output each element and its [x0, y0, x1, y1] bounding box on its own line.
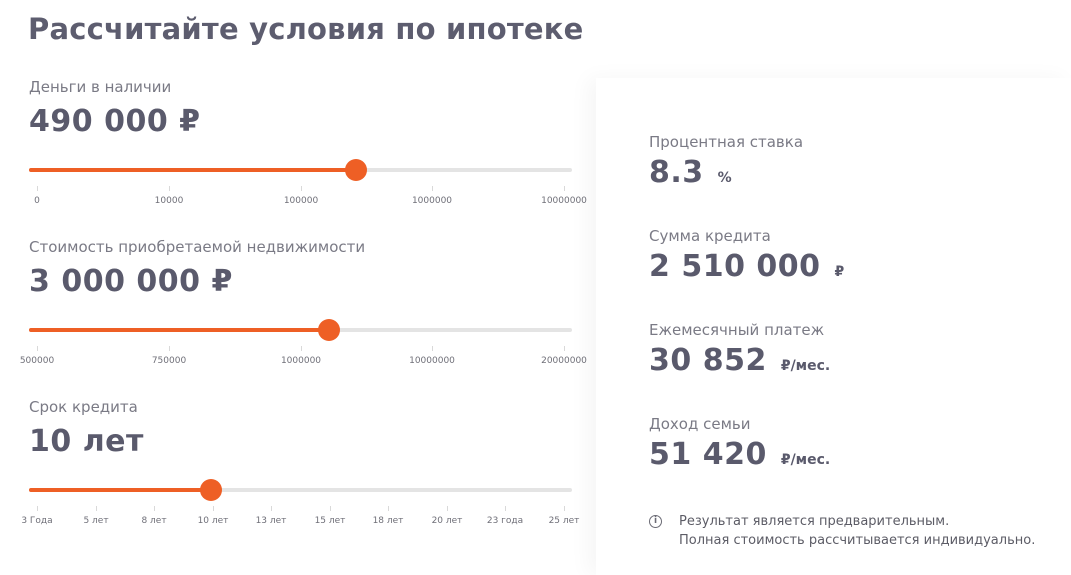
tick-label: 15 лет: [314, 516, 346, 526]
income-unit: ₽/мес.: [780, 452, 831, 468]
tick-mark: [301, 186, 302, 191]
payment-label: Ежемесячный платеж: [649, 321, 825, 339]
property-label: Стоимость приобретаемой недвижимости: [29, 238, 366, 256]
tick-mark: [37, 186, 38, 191]
slider-thumb[interactable]: [345, 159, 367, 181]
disclaimer-line-1: Результат является предварительным.: [679, 514, 950, 529]
info-icon: i: [649, 515, 662, 528]
loan-value: 2 510 000: [649, 249, 821, 284]
tick-label: 3 Года: [21, 516, 53, 526]
page-title: Рассчитайте условия по ипотеке: [28, 12, 584, 46]
rate-result: Процентная ставка 8.3%: [649, 133, 803, 190]
slider-fill: [29, 328, 329, 332]
tick-mark: [432, 186, 433, 191]
results-panel: Процентная ставка 8.3% Сумма кредита 2 5…: [596, 78, 1071, 575]
tick-mark: [169, 186, 170, 191]
slider-thumb[interactable]: [318, 319, 340, 341]
income-result: Доход семьи 51 420 ₽/мес.: [649, 415, 830, 472]
tick-mark: [564, 186, 565, 191]
cash-block: Деньги в наличии 490 000 ₽ 0 10000 100000 1…: [29, 78, 587, 206]
tick-label: 100000: [283, 196, 319, 206]
tick-label: 8 лет: [141, 516, 167, 526]
rate-label: Процентная ставка: [649, 133, 804, 151]
tick-label: 750000: [151, 356, 187, 366]
tick-mark: [154, 506, 155, 511]
tick-mark: [213, 506, 214, 511]
income-value: 51 420: [649, 437, 767, 472]
tick-mark: [564, 346, 565, 351]
tick-label: 10 лет: [197, 516, 229, 526]
payment-value-row: 30 852 ₽/мес.: [649, 343, 830, 378]
cash-value[interactable]: 490 000 ₽: [29, 104, 201, 139]
tick-mark: [432, 346, 433, 351]
tick-label: 1000000: [411, 196, 453, 206]
tick-label: 10000000: [541, 196, 587, 206]
tick-mark: [271, 506, 272, 511]
tick-mark: [169, 346, 170, 351]
loan-unit: ₽: [834, 264, 845, 280]
tick-label: 5 лет: [83, 516, 109, 526]
loan-value-row: 2 510 000 ₽: [649, 249, 844, 284]
term-slider[interactable]: [29, 479, 572, 501]
tick-mark: [447, 506, 448, 511]
tick-label: 0: [34, 196, 40, 206]
disclaimer-text: Результат является предварительным. Полн…: [679, 512, 1071, 550]
tick-label: 13 лет: [255, 516, 287, 526]
loan-label: Сумма кредита: [649, 227, 771, 245]
income-label: Доход семьи: [649, 415, 751, 433]
tick-label: 20 лет: [431, 516, 463, 526]
calculator-inputs: Деньги в наличии 490 000 ₽ 0 10000 100000 1…: [20, 78, 587, 526]
slider-track[interactable]: [29, 488, 572, 492]
tick-mark: [301, 346, 302, 351]
cash-ticks: 0 10000 100000 1000000 10000000: [29, 186, 587, 206]
payment-value: 30 852: [649, 343, 767, 378]
tick-label: 23 года: [486, 516, 524, 526]
income-value-row: 51 420 ₽/мес.: [649, 437, 830, 472]
tick-label: 25 лет: [548, 516, 580, 526]
tick-mark: [96, 506, 97, 511]
tick-mark: [37, 346, 38, 351]
term-value[interactable]: 10 лет: [29, 424, 144, 459]
rate-unit: %: [717, 170, 732, 186]
term-block: Срок кредита 10 лет 3 Года 5 лет 8 лет 10 л…: [21, 398, 579, 526]
slider-fill: [29, 168, 356, 172]
tick-label: 1000000: [280, 356, 322, 366]
cash-label: Деньги в наличии: [29, 78, 172, 96]
tick-mark: [505, 506, 506, 511]
term-ticks: 3 Года 5 лет 8 лет 10 лет 13 лет 15 лет 18 лет…: [21, 506, 579, 526]
payment-result: Ежемесячный платеж 30 852 ₽/мес.: [649, 321, 830, 378]
property-value[interactable]: 3 000 000 ₽: [29, 264, 233, 299]
payment-unit: ₽/мес.: [780, 358, 831, 374]
rate-value-row: 8.3%: [649, 155, 803, 190]
rate-value: 8.3: [649, 155, 704, 190]
tick-mark: [388, 506, 389, 511]
tick-label: 20000000: [541, 356, 587, 366]
property-ticks: 500000 750000 1000000 10000000 20000000: [20, 346, 587, 366]
tick-label: 500000: [19, 356, 55, 366]
disclaimer-line-2: Полная стоимость рассчитывается индивиду…: [679, 533, 1036, 548]
tick-mark: [330, 506, 331, 511]
tick-label: 10000000: [409, 356, 455, 366]
cash-slider[interactable]: [29, 159, 572, 181]
term-label: Срок кредита: [29, 398, 138, 416]
slider-fill: [29, 488, 211, 492]
slider-thumb[interactable]: [200, 479, 222, 501]
loan-result: Сумма кредита 2 510 000 ₽: [649, 227, 844, 284]
tick-mark: [37, 506, 38, 511]
tick-label: 18 лет: [372, 516, 404, 526]
property-slider[interactable]: [29, 319, 572, 341]
tick-label: 10000: [154, 196, 184, 206]
property-block: Стоимость приобретаемой недвижимости 3 0…: [20, 238, 587, 366]
tick-mark: [564, 506, 565, 511]
